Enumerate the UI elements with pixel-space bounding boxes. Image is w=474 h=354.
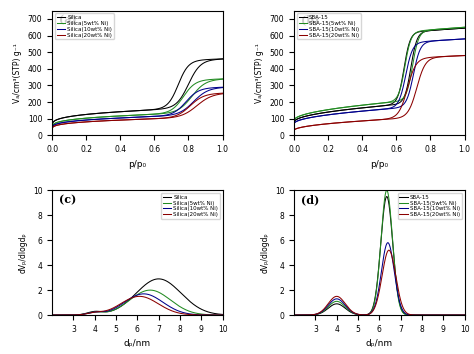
Text: (d): (d) xyxy=(301,194,319,205)
X-axis label: p/p₀: p/p₀ xyxy=(128,160,146,169)
Text: (c): (c) xyxy=(59,194,76,205)
Text: (a): (a) xyxy=(59,15,77,25)
Y-axis label: dVₚ/dlogdₚ: dVₚ/dlogdₚ xyxy=(260,232,269,273)
X-axis label: p/p₀: p/p₀ xyxy=(370,160,388,169)
X-axis label: dₚ/nm: dₚ/nm xyxy=(366,339,393,348)
Y-axis label: Vₐ/cm³(STP) g⁻¹: Vₐ/cm³(STP) g⁻¹ xyxy=(255,43,264,103)
Legend: SBA-15, SBA-15(5wt% Ni), SBA-15(10wt% Ni), SBA-15(20wt% Ni): SBA-15, SBA-15(5wt% Ni), SBA-15(10wt% Ni… xyxy=(398,193,462,219)
Y-axis label: dVₚ/dlogdₚ: dVₚ/dlogdₚ xyxy=(18,232,27,273)
X-axis label: dₚ/nm: dₚ/nm xyxy=(124,339,151,348)
Y-axis label: Vₐ/cm³(STP) g⁻¹: Vₐ/cm³(STP) g⁻¹ xyxy=(13,43,22,103)
Legend: SBA-15, SBA-15(5wt% Ni), SBA-15(10wt% Ni), SBA-15(20wt% Ni): SBA-15, SBA-15(5wt% Ni), SBA-15(10wt% Ni… xyxy=(297,13,361,39)
Legend: Silica, Silica(5wt% Ni), Silica(10wt% Ni), Silica(20wt% Ni): Silica, Silica(5wt% Ni), Silica(10wt% Ni… xyxy=(55,13,114,39)
Text: (b): (b) xyxy=(301,15,319,25)
Legend: Silica, Silica(5wt% Ni), Silica(10wt% Ni), Silica(20wt% Ni): Silica, Silica(5wt% Ni), Silica(10wt% Ni… xyxy=(161,193,220,219)
